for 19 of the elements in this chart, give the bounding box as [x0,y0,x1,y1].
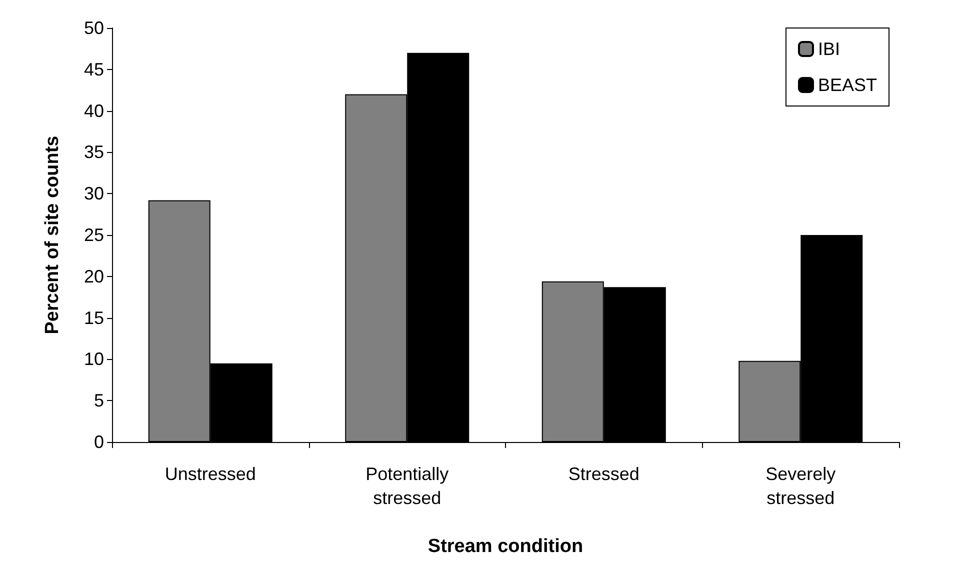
x-tick-label: Potentially stressed [366,464,449,508]
legend-label: IBI [818,39,840,59]
y-tick-label: 45 [84,59,104,80]
x-tick-label: Stressed [568,464,640,484]
y-tick-label: 5 [94,390,104,411]
y-axis-title: Percent of site counts [42,136,63,334]
y-tick-label: 10 [84,349,104,370]
y-tick-label: 0 [94,432,104,452]
x-axis-title: Stream condition [428,536,584,557]
y-tick-label: 35 [84,142,104,162]
x-tick-label: Unstressed [164,464,256,484]
y-tick-label: 15 [84,308,104,328]
x-tick-label: Severely stressed [766,464,836,508]
y-tick-label: 25 [84,225,104,245]
y-tick-label: 50 [84,18,104,38]
y-tick-label: 40 [84,100,104,121]
y-tick-label: 20 [84,266,104,286]
y-tick-label: 30 [84,184,104,204]
legend-label: BEAST [818,75,878,95]
